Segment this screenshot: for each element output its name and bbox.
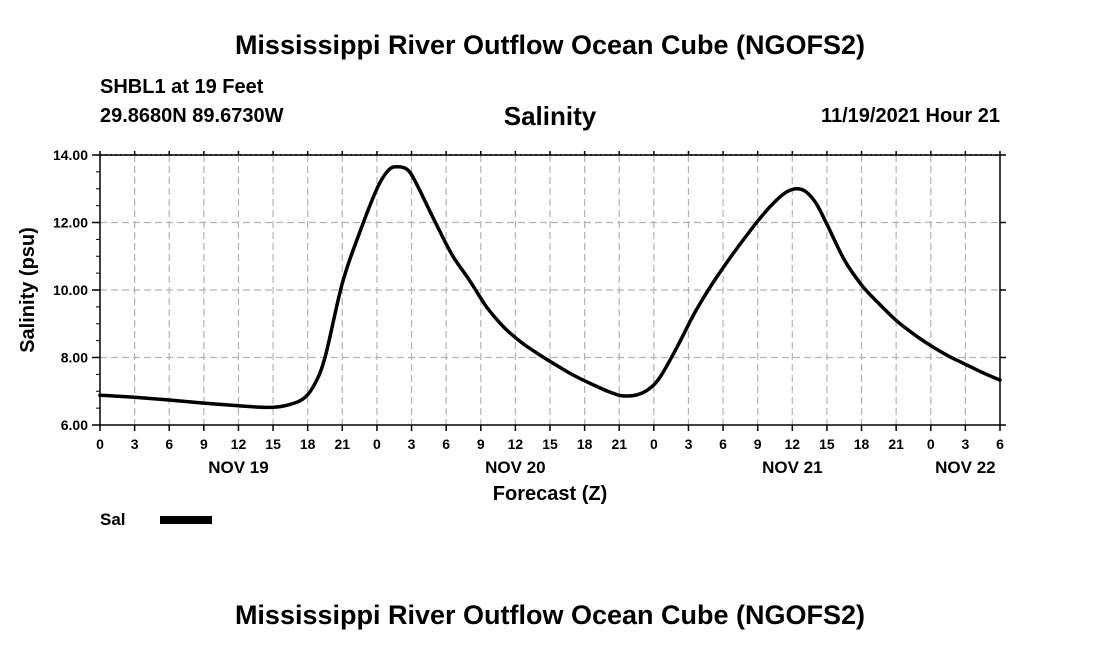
legend-swatch xyxy=(160,516,212,524)
chart-title: Salinity xyxy=(503,101,597,131)
x-tick-label: 9 xyxy=(200,436,208,452)
x-tick-label: 18 xyxy=(300,436,316,452)
x-tick-label: 9 xyxy=(477,436,485,452)
x-tick-label: 3 xyxy=(685,436,693,452)
x-day-label: NOV 20 xyxy=(485,458,545,477)
station-name: SHBL1 at 19 Feet xyxy=(100,76,264,98)
station-coordinates: 29.8680N 89.6730W xyxy=(100,105,284,127)
x-tick-label: 3 xyxy=(131,436,139,452)
y-tick-label: 12.00 xyxy=(53,215,88,231)
x-tick-label: 18 xyxy=(577,436,593,452)
x-tick-label: 15 xyxy=(265,436,281,452)
x-tick-label: 6 xyxy=(996,436,1004,452)
x-tick-label: 15 xyxy=(819,436,835,452)
x-axis-label: Forecast (Z) xyxy=(493,483,607,505)
x-tick-label: 3 xyxy=(961,436,969,452)
footer-title: Mississippi River Outflow Ocean Cube (NG… xyxy=(234,600,866,630)
x-tick-label: 0 xyxy=(927,436,935,452)
x-tick-label: 0 xyxy=(650,436,658,452)
x-tick-label: 6 xyxy=(442,436,450,452)
x-day-label: NOV 22 xyxy=(935,458,995,477)
x-tick-label: 12 xyxy=(231,436,247,452)
x-tick-label: 21 xyxy=(335,436,351,452)
chart-series xyxy=(98,165,1002,410)
page-title: Mississippi River Outflow Ocean Cube (NG… xyxy=(234,30,866,60)
x-tick-label: 15 xyxy=(542,436,558,452)
forecast-timestamp: 11/19/2021 Hour 21 xyxy=(820,105,1000,127)
y-tick-label: 8.00 xyxy=(61,350,88,366)
y-axis-label: Salinity (psu) xyxy=(17,227,39,353)
x-day-label: NOV 19 xyxy=(208,458,268,477)
x-tick-label: 9 xyxy=(754,436,762,452)
x-day-label: NOV 21 xyxy=(762,458,822,477)
x-tick-label: 6 xyxy=(719,436,727,452)
y-tick-label: 14.00 xyxy=(53,147,88,163)
x-tick-label: 21 xyxy=(611,436,627,452)
y-tick-label: 6.00 xyxy=(61,417,88,433)
x-tick-label: 18 xyxy=(854,436,870,452)
legend-label: Sal xyxy=(100,510,126,529)
chart-axes: 0 3 6 9 12 15 18 21 0 3 6 9 12 15 18 21 0 3 6 9 12 15 18 21 0 3 6N… xyxy=(53,147,1006,477)
x-tick-label: 0 xyxy=(373,436,381,452)
x-tick-label: 0 xyxy=(96,436,104,452)
x-tick-label: 21 xyxy=(888,436,904,452)
x-tick-label: 6 xyxy=(165,436,173,452)
x-tick-label: 3 xyxy=(408,436,416,452)
series-line-sal xyxy=(98,165,1002,410)
y-tick-label: 10.00 xyxy=(53,282,88,298)
x-tick-label: 12 xyxy=(785,436,801,452)
x-tick-label: 12 xyxy=(508,436,524,452)
